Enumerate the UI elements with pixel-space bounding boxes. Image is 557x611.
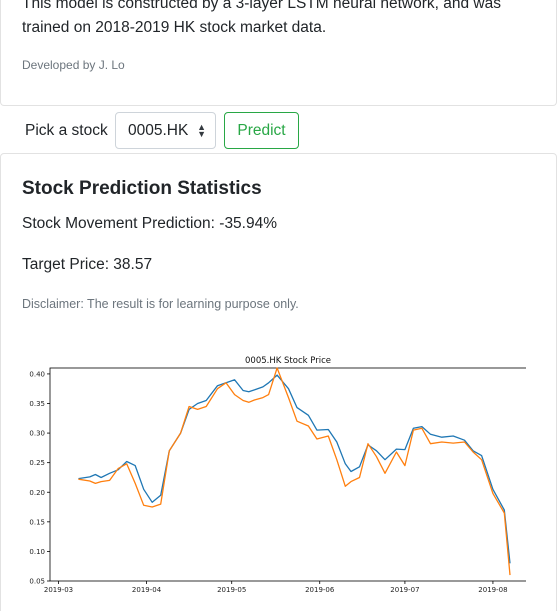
statistics-card: Stock Prediction Statistics Stock Moveme… <box>0 153 557 611</box>
chart-svg: 0005.HK Stock Price 0.05 0.10 0.15 0.20 0.25… <box>29 356 526 594</box>
statistics-title: Stock Prediction Statistics <box>22 178 262 199</box>
x-axis: 2019-03 2019-04 2019-05 2019-06 2019-07 2019-… <box>44 581 508 594</box>
stock-price-chart: 0005.HK Stock Price 0.05 0.10 0.15 0.20 0.25… <box>26 352 526 611</box>
y-tick-label: 0.35 <box>29 400 45 408</box>
movement-prediction: Stock Movement Prediction: -35.94% <box>22 215 278 232</box>
y-tick-label: 0.30 <box>29 430 45 438</box>
x-tick-label: 2019-05 <box>217 586 246 594</box>
target-price: Target Price: 38.57 <box>22 256 153 273</box>
series-line-2 <box>78 367 511 576</box>
x-tick-label: 2019-06 <box>305 586 335 594</box>
intro-card: This model is constructed by a 3-layer L… <box>0 0 557 106</box>
model-description: This model is constructed by a 3-layer L… <box>22 0 501 36</box>
plot-frame <box>49 367 526 582</box>
x-tick-label: 2019-07 <box>390 586 419 594</box>
y-tick-label: 0.20 <box>29 489 45 497</box>
selected-stock-value: 0005.HK <box>128 122 189 139</box>
developer-credit: Developed by J. Lo <box>22 58 125 72</box>
stock-select[interactable]: 0005.HK ▲ ▼ <box>115 112 216 149</box>
select-arrows-icon: ▲ ▼ <box>197 122 206 139</box>
x-tick-label: 2019-08 <box>478 586 507 594</box>
disclaimer-text: Disclaimer: The result is for learning p… <box>22 297 299 311</box>
predict-button[interactable]: Predict <box>224 112 299 149</box>
prediction-controls: Pick a stock 0005.HK ▲ ▼ Predict <box>0 110 557 152</box>
x-tick-label: 2019-04 <box>132 586 162 594</box>
x-tick-label: 2019-03 <box>44 586 73 594</box>
series-line-1 <box>78 374 511 564</box>
series-lines <box>78 367 511 576</box>
y-axis: 0.05 0.10 0.15 0.20 0.25 0.30 0.35 0.40 <box>29 370 50 586</box>
chart-title: 0005.HK Stock Price <box>245 356 331 366</box>
pick-stock-label: Pick a stock <box>25 122 108 139</box>
y-tick-label: 0.15 <box>29 518 45 526</box>
y-tick-label: 0.25 <box>29 459 45 467</box>
y-tick-label: 0.10 <box>29 548 45 556</box>
y-tick-label: 0.05 <box>29 578 45 586</box>
y-tick-label: 0.40 <box>29 370 45 378</box>
